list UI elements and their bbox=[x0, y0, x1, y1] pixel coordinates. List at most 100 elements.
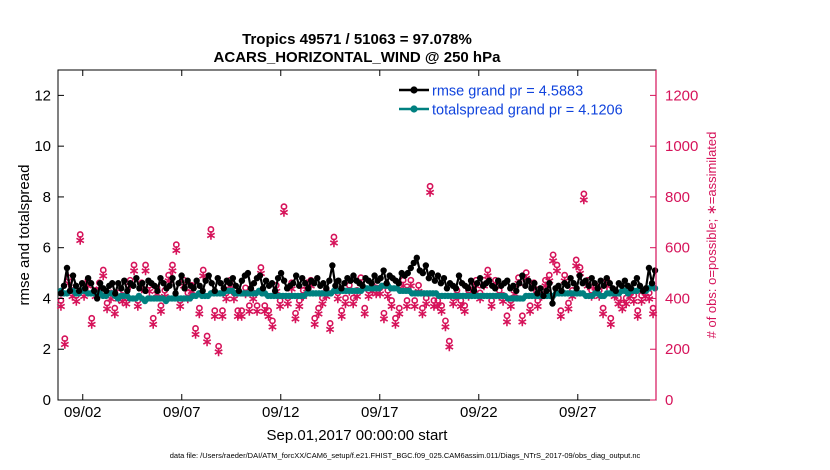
legend-label-spread: totalspread grand pr = 4.1206 bbox=[432, 103, 623, 119]
obs-assimilated-point: ∗ bbox=[552, 263, 563, 278]
obs-possible-point bbox=[392, 314, 399, 322]
rmse-point bbox=[72, 282, 80, 289]
y-axis-right-label: # of obs: o=possible; ∗=assimilated bbox=[704, 132, 719, 339]
rmse-point bbox=[431, 277, 439, 284]
y-right-tick-label: 600 bbox=[665, 240, 690, 257]
obs-assimilated-point: ∗ bbox=[390, 316, 401, 331]
obs-assimilated-point: ∗ bbox=[232, 309, 243, 324]
x-tick-label: 09/17 bbox=[361, 404, 399, 421]
obs-assimilated-point: ∗ bbox=[155, 304, 166, 319]
plot-area bbox=[57, 69, 657, 401]
obs-assimilated-point: ∗ bbox=[279, 205, 290, 220]
rmse-point bbox=[543, 287, 550, 295]
rmse-point bbox=[597, 277, 604, 284]
obs-assimilated-point: ∗ bbox=[540, 278, 551, 293]
obs-assimilated-point: ∗ bbox=[398, 278, 409, 293]
rmse-point bbox=[169, 274, 176, 282]
rmse-point bbox=[124, 287, 131, 295]
obs-possible-point bbox=[111, 304, 119, 312]
obs-possible-point bbox=[195, 304, 203, 312]
rmse-point bbox=[311, 280, 318, 287]
rmse-point bbox=[103, 287, 110, 295]
rmse-point bbox=[121, 277, 128, 284]
obs-assimilated-point: ∗ bbox=[313, 306, 324, 321]
rmse-point bbox=[437, 280, 445, 287]
obs-possible-point bbox=[338, 307, 346, 315]
obs-assimilated-point: ∗ bbox=[432, 299, 443, 314]
legend-label-rmse: rmse grand pr = 4.5883 bbox=[432, 84, 583, 100]
rmse-point bbox=[229, 274, 237, 282]
rmse-point bbox=[181, 285, 188, 292]
rmse-point bbox=[413, 254, 420, 262]
rmse-point bbox=[531, 280, 538, 287]
obs-assimilated-point: ∗ bbox=[244, 304, 255, 319]
rmse-point bbox=[133, 274, 140, 282]
rmse-point bbox=[528, 285, 535, 292]
x-tick-label: 09/12 bbox=[262, 404, 300, 421]
rmse-point bbox=[259, 285, 267, 292]
rmse-point bbox=[470, 287, 478, 295]
obs-possible-point bbox=[269, 317, 276, 325]
rmse-point bbox=[326, 277, 333, 284]
rmse-point bbox=[81, 285, 89, 292]
x-tick-label: 09/02 bbox=[64, 404, 102, 421]
rmse-point bbox=[582, 277, 589, 284]
obs-possible-point bbox=[549, 251, 557, 259]
obs-possible-point bbox=[280, 203, 288, 211]
x-tick-label: 09/07 bbox=[163, 404, 201, 421]
rmse-point bbox=[305, 285, 312, 292]
obs-possible-point bbox=[88, 314, 96, 322]
rmse-point bbox=[90, 287, 98, 295]
y-tick-label: 2 bbox=[43, 341, 51, 358]
obs-possible-point bbox=[330, 233, 338, 241]
rmse-point bbox=[549, 300, 556, 307]
obs-assimilated-point: ∗ bbox=[498, 293, 509, 308]
rmse-point bbox=[350, 272, 357, 279]
obs-assimilated-point: ∗ bbox=[205, 227, 216, 242]
obs-assimilated-point: ∗ bbox=[428, 299, 439, 314]
obs-possible-point bbox=[103, 299, 111, 307]
rmse-point bbox=[428, 269, 436, 277]
obs-possible-point bbox=[503, 312, 511, 320]
obs-assimilated-point: ∗ bbox=[563, 301, 574, 316]
y-tick-label: 12 bbox=[34, 87, 51, 104]
obs-possible-point bbox=[265, 307, 272, 315]
obs-possible-point bbox=[165, 271, 173, 279]
rmse-point bbox=[220, 285, 228, 292]
legend-marker-spread bbox=[410, 105, 418, 113]
obs-assimilated-point: ∗ bbox=[56, 299, 67, 314]
obs-assimilated-point: ∗ bbox=[194, 306, 205, 321]
y-right-tick-label: 1200 bbox=[665, 87, 698, 104]
chart-title: Tropics 49571 / 51063 = 97.078% bbox=[242, 31, 472, 48]
y-axis-right: 0 200 400 600 800 1000 1200 bbox=[650, 70, 698, 409]
obs-possible-point bbox=[292, 309, 299, 317]
obs-possible-point bbox=[61, 335, 69, 343]
obs-assimilated-point: ∗ bbox=[394, 306, 405, 321]
rmse-point bbox=[534, 290, 541, 297]
obs-assimilated-point: ∗ bbox=[167, 263, 178, 278]
rmse-point bbox=[299, 274, 306, 282]
obs-possible-point bbox=[388, 297, 396, 304]
obs-assimilated-point: ∗ bbox=[375, 286, 386, 301]
rmse-point bbox=[516, 280, 523, 287]
rmse-point bbox=[130, 282, 137, 289]
obs-possible-point bbox=[572, 256, 580, 264]
rmse-point bbox=[87, 280, 95, 287]
obs-possible-point bbox=[415, 281, 422, 289]
rmse-point bbox=[510, 282, 517, 289]
rmse-point bbox=[558, 287, 565, 295]
obs-assimilated-point: ∗ bbox=[336, 309, 347, 324]
obs-assimilated-point: ∗ bbox=[359, 306, 370, 321]
y-right-tick-label: 200 bbox=[665, 341, 690, 358]
obs-assimilated-point: ∗ bbox=[436, 304, 447, 319]
rmse-point bbox=[75, 287, 83, 295]
obs-assimilated-point: ∗ bbox=[75, 233, 86, 248]
rmse-point bbox=[178, 272, 185, 279]
rmse-point bbox=[630, 280, 638, 287]
rmse-point bbox=[440, 274, 448, 282]
y-tick-label: 4 bbox=[43, 290, 51, 307]
obs-assimilated-point: ∗ bbox=[601, 278, 612, 293]
rmse-point bbox=[651, 267, 659, 274]
rmse-point bbox=[612, 287, 620, 295]
obs-assimilated-point: ∗ bbox=[106, 291, 117, 306]
